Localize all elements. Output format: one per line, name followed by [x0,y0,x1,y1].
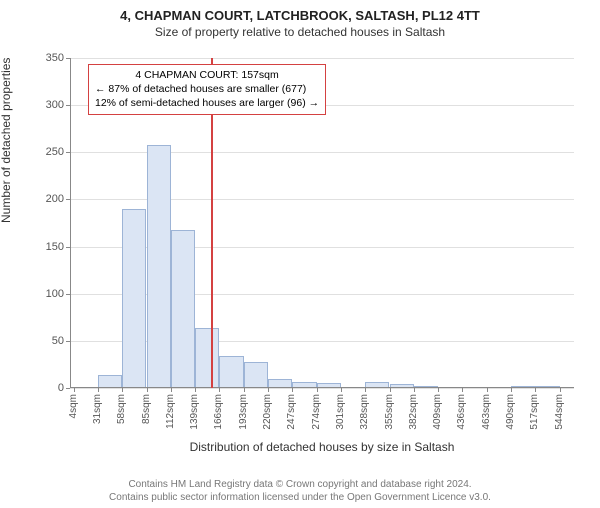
x-tick-label: 58sqm [116,394,127,424]
info-box-line: 4 CHAPMAN COURT: 157sqm [95,68,319,82]
y-tick-label: 250 [46,146,64,158]
x-tick-label: 355sqm [384,394,395,430]
x-tick-mark [462,388,463,392]
histogram-bar [244,362,268,388]
y-tick-label: 150 [46,241,64,253]
x-tick-label: 409sqm [432,394,443,430]
x-tick-mark [122,388,123,392]
x-tick-mark [535,388,536,392]
x-tick-mark [292,388,293,392]
x-tick-mark [268,388,269,392]
y-tick-label: 100 [46,288,64,300]
x-tick-label: 436sqm [456,394,467,430]
x-tick-label: 274sqm [311,394,322,430]
info-box-line: ← 87% of detached houses are smaller (67… [95,82,319,96]
y-axis-line [70,58,71,388]
x-tick-label: 490sqm [505,394,516,430]
x-tick-label: 247sqm [286,394,297,430]
x-tick-mark [147,388,148,392]
x-tick-mark [390,388,391,392]
x-axis-label: Distribution of detached houses by size … [70,440,574,454]
x-tick-mark [341,388,342,392]
x-tick-mark [244,388,245,392]
x-tick-mark [98,388,99,392]
x-tick-mark [487,388,488,392]
x-tick-label: 4sqm [68,394,79,418]
x-tick-label: 220sqm [262,394,273,430]
x-tick-mark [219,388,220,392]
histogram-plot: 0501001502002503003504sqm31sqm58sqm85sqm… [70,58,574,388]
x-tick-mark [438,388,439,392]
x-tick-label: 517sqm [529,394,540,430]
x-tick-mark [560,388,561,392]
y-tick-label: 350 [46,52,64,64]
chart-subtitle: Size of property relative to detached ho… [0,25,600,39]
footer-line-1: Contains HM Land Registry data © Crown c… [0,478,600,491]
y-axis-label: Number of detached properties [0,203,13,223]
x-tick-mark [317,388,318,392]
x-tick-label: 463sqm [481,394,492,430]
y-tick-label: 0 [58,382,64,394]
x-tick-label: 382sqm [408,394,419,430]
info-box-line: 12% of semi-detached houses are larger (… [95,96,319,110]
x-tick-label: 301sqm [335,394,346,430]
histogram-bar [147,145,171,388]
grid-line [70,58,574,59]
x-tick-label: 328sqm [359,394,370,430]
y-tick-label: 300 [46,99,64,111]
y-tick-label: 50 [52,335,64,347]
x-axis-line [70,387,574,388]
x-tick-mark [511,388,512,392]
x-tick-mark [414,388,415,392]
x-tick-label: 139sqm [189,394,200,430]
y-tick-mark [66,388,70,389]
x-tick-label: 85sqm [141,394,152,424]
histogram-bar [171,230,195,388]
histogram-bar [219,356,243,388]
x-tick-mark [171,388,172,392]
chart-footer: Contains HM Land Registry data © Crown c… [0,478,600,504]
histogram-bar [122,209,146,388]
x-tick-label: 166sqm [213,394,224,430]
x-tick-mark [74,388,75,392]
property-info-box: 4 CHAPMAN COURT: 157sqm← 87% of detached… [88,64,326,115]
x-tick-label: 112sqm [165,394,176,429]
footer-line-2: Contains public sector information licen… [0,491,600,504]
x-tick-label: 193sqm [238,394,249,430]
chart-title-address: 4, CHAPMAN COURT, LATCHBROOK, SALTASH, P… [0,8,600,23]
y-tick-label: 200 [46,193,64,205]
x-tick-label: 31sqm [92,394,103,424]
x-tick-mark [195,388,196,392]
x-tick-label: 544sqm [554,394,565,430]
x-tick-mark [365,388,366,392]
histogram-bar [195,328,219,388]
